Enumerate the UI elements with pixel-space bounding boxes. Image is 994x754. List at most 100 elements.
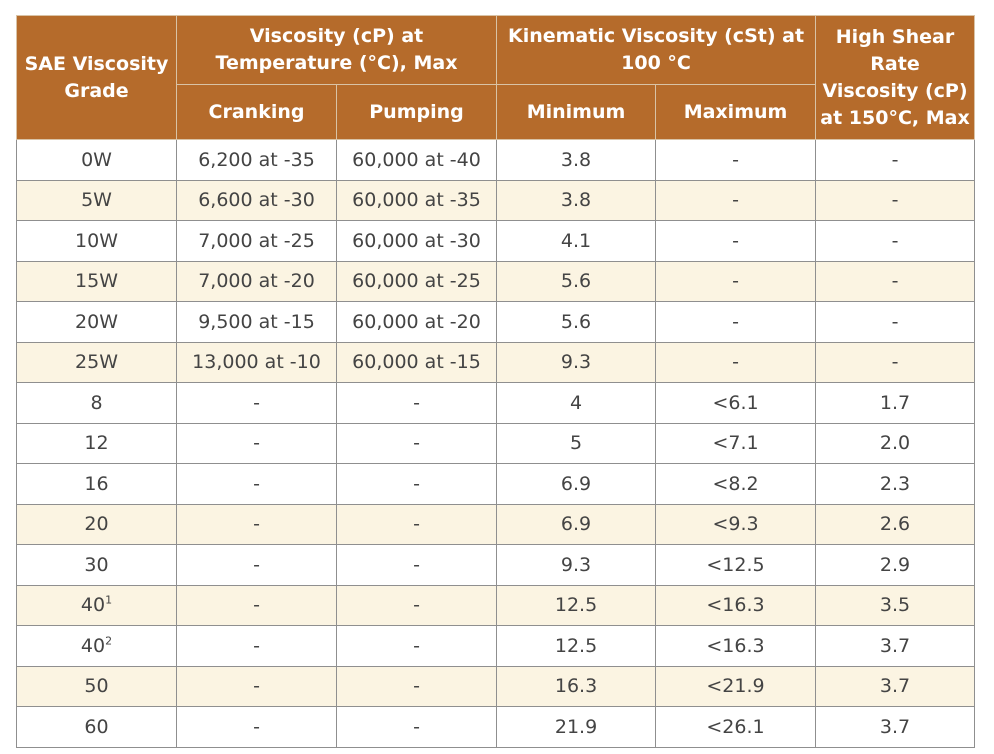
- cell-high-shear: 2.0: [815, 422, 976, 464]
- cell-pumping: -: [335, 584, 498, 626]
- cell-pumping: 60,000 at -15: [335, 341, 498, 383]
- cell-grade: 402: [16, 625, 177, 667]
- cell-pumping: 60,000 at -30: [335, 220, 498, 262]
- grade-value: 40: [80, 634, 106, 657]
- cell-pumping: -: [335, 625, 498, 667]
- cell-kv-min: 4.1: [496, 220, 657, 262]
- cell-grade: 8: [16, 382, 177, 424]
- sae-viscosity-table: SAE Viscosity Grade Viscosity (cP) at Te…: [16, 15, 976, 748]
- table-row: 12 - - 5 <7.1 2.0: [16, 422, 976, 464]
- grade-value: 15W: [75, 270, 118, 293]
- cell-grade: 16: [16, 463, 177, 505]
- grade-value: 50: [84, 675, 109, 698]
- cell-kv-max: <9.3: [655, 503, 817, 545]
- grade-footnote: 2: [105, 634, 113, 648]
- cell-high-shear: -: [815, 260, 976, 302]
- header-grade: SAE Viscosity Grade: [16, 15, 177, 140]
- table-row: 0W 6,200 at -35 60,000 at -40 3.8 - -: [16, 139, 976, 181]
- cell-kv-max: <8.2: [655, 463, 817, 505]
- cell-high-shear: 2.3: [815, 463, 976, 505]
- cell-cranking: -: [176, 503, 337, 545]
- table-row: 15W 7,000 at -20 60,000 at -25 5.6 - -: [16, 260, 976, 302]
- cell-kv-min: 9.3: [496, 544, 657, 586]
- cell-grade: 60: [16, 706, 177, 748]
- table-row: 8 - - 4 <6.1 1.7: [16, 382, 976, 424]
- cell-pumping: -: [335, 422, 498, 464]
- cell-cranking: 13,000 at -10: [176, 341, 337, 383]
- cell-pumping: 60,000 at -20: [335, 301, 498, 343]
- cell-kv-min: 4: [496, 382, 657, 424]
- cell-kv-max: <16.3: [655, 625, 817, 667]
- cell-grade: 401: [16, 584, 177, 626]
- cell-kv-min: 6.9: [496, 503, 657, 545]
- header-cranking: Cranking: [176, 84, 337, 140]
- cell-grade: 0W: [16, 139, 177, 181]
- table-row: 16 - - 6.9 <8.2 2.3: [16, 463, 976, 505]
- cell-grade: 12: [16, 422, 177, 464]
- cell-kv-min: 9.3: [496, 341, 657, 383]
- cell-kv-min: 5.6: [496, 301, 657, 343]
- cell-high-shear: -: [815, 220, 976, 262]
- cell-cranking: -: [176, 625, 337, 667]
- header-maximum: Maximum: [655, 84, 817, 140]
- cell-high-shear: 3.7: [815, 665, 976, 707]
- cell-high-shear: 3.5: [815, 584, 976, 626]
- grade-value: 20W: [75, 310, 118, 333]
- header-high-shear: High Shear Rate Viscosity (cP) at 150°C,…: [815, 15, 976, 140]
- cell-kv-min: 12.5: [496, 584, 657, 626]
- header-kinematic: Kinematic Viscosity (cSt) at 100 °C: [496, 15, 817, 85]
- cell-kv-max: -: [655, 179, 817, 221]
- cell-cranking: -: [176, 665, 337, 707]
- table-row: 5W 6,600 at -30 60,000 at -35 3.8 - -: [16, 179, 976, 221]
- cell-cranking: -: [176, 544, 337, 586]
- table-row: 10W 7,000 at -25 60,000 at -30 4.1 - -: [16, 220, 976, 262]
- cell-grade: 20: [16, 503, 177, 545]
- cell-kv-max: <6.1: [655, 382, 817, 424]
- table-row: 20W 9,500 at -15 60,000 at -20 5.6 - -: [16, 301, 976, 343]
- cell-kv-max: -: [655, 260, 817, 302]
- grade-value: 16: [84, 472, 109, 495]
- cell-pumping: -: [335, 503, 498, 545]
- table-row: 60 - - 21.9 <26.1 3.7: [16, 706, 976, 748]
- cell-high-shear: 1.7: [815, 382, 976, 424]
- grade-value: 30: [84, 553, 109, 576]
- cell-high-shear: 3.7: [815, 625, 976, 667]
- cell-pumping: -: [335, 706, 498, 748]
- cell-cranking: 7,000 at -25: [176, 220, 337, 262]
- cell-kv-min: 16.3: [496, 665, 657, 707]
- cell-grade: 50: [16, 665, 177, 707]
- grade-value: 5W: [81, 189, 112, 212]
- cell-grade: 30: [16, 544, 177, 586]
- cell-high-shear: -: [815, 139, 976, 181]
- grade-value: 0W: [81, 148, 112, 171]
- table-row: 50 - - 16.3 <21.9 3.7: [16, 665, 976, 707]
- table-row: 20 - - 6.9 <9.3 2.6: [16, 503, 976, 545]
- cell-pumping: 60,000 at -35: [335, 179, 498, 221]
- grade-value: 10W: [75, 229, 118, 252]
- cell-cranking: -: [176, 584, 337, 626]
- cell-grade: 25W: [16, 341, 177, 383]
- table-header: SAE Viscosity Grade Viscosity (cP) at Te…: [16, 15, 976, 140]
- grade-value: 8: [90, 391, 103, 414]
- cell-kv-max: -: [655, 341, 817, 383]
- cell-kv-min: 3.8: [496, 179, 657, 221]
- cell-high-shear: -: [815, 301, 976, 343]
- cell-cranking: -: [176, 463, 337, 505]
- cell-high-shear: -: [815, 179, 976, 221]
- cell-high-shear: 3.7: [815, 706, 976, 748]
- table-row: 30 - - 9.3 <12.5 2.9: [16, 544, 976, 586]
- cell-pumping: -: [335, 382, 498, 424]
- cell-kv-max: <26.1: [655, 706, 817, 748]
- cell-kv-min: 6.9: [496, 463, 657, 505]
- grade-value: 12: [84, 432, 109, 455]
- cell-cranking: -: [176, 382, 337, 424]
- cell-cranking: 6,200 at -35: [176, 139, 337, 181]
- cell-cranking: 6,600 at -30: [176, 179, 337, 221]
- cell-pumping: -: [335, 463, 498, 505]
- cell-grade: 10W: [16, 220, 177, 262]
- cell-kv-min: 5: [496, 422, 657, 464]
- cell-grade: 20W: [16, 301, 177, 343]
- cell-cranking: -: [176, 706, 337, 748]
- cell-kv-min: 3.8: [496, 139, 657, 181]
- cell-cranking: -: [176, 422, 337, 464]
